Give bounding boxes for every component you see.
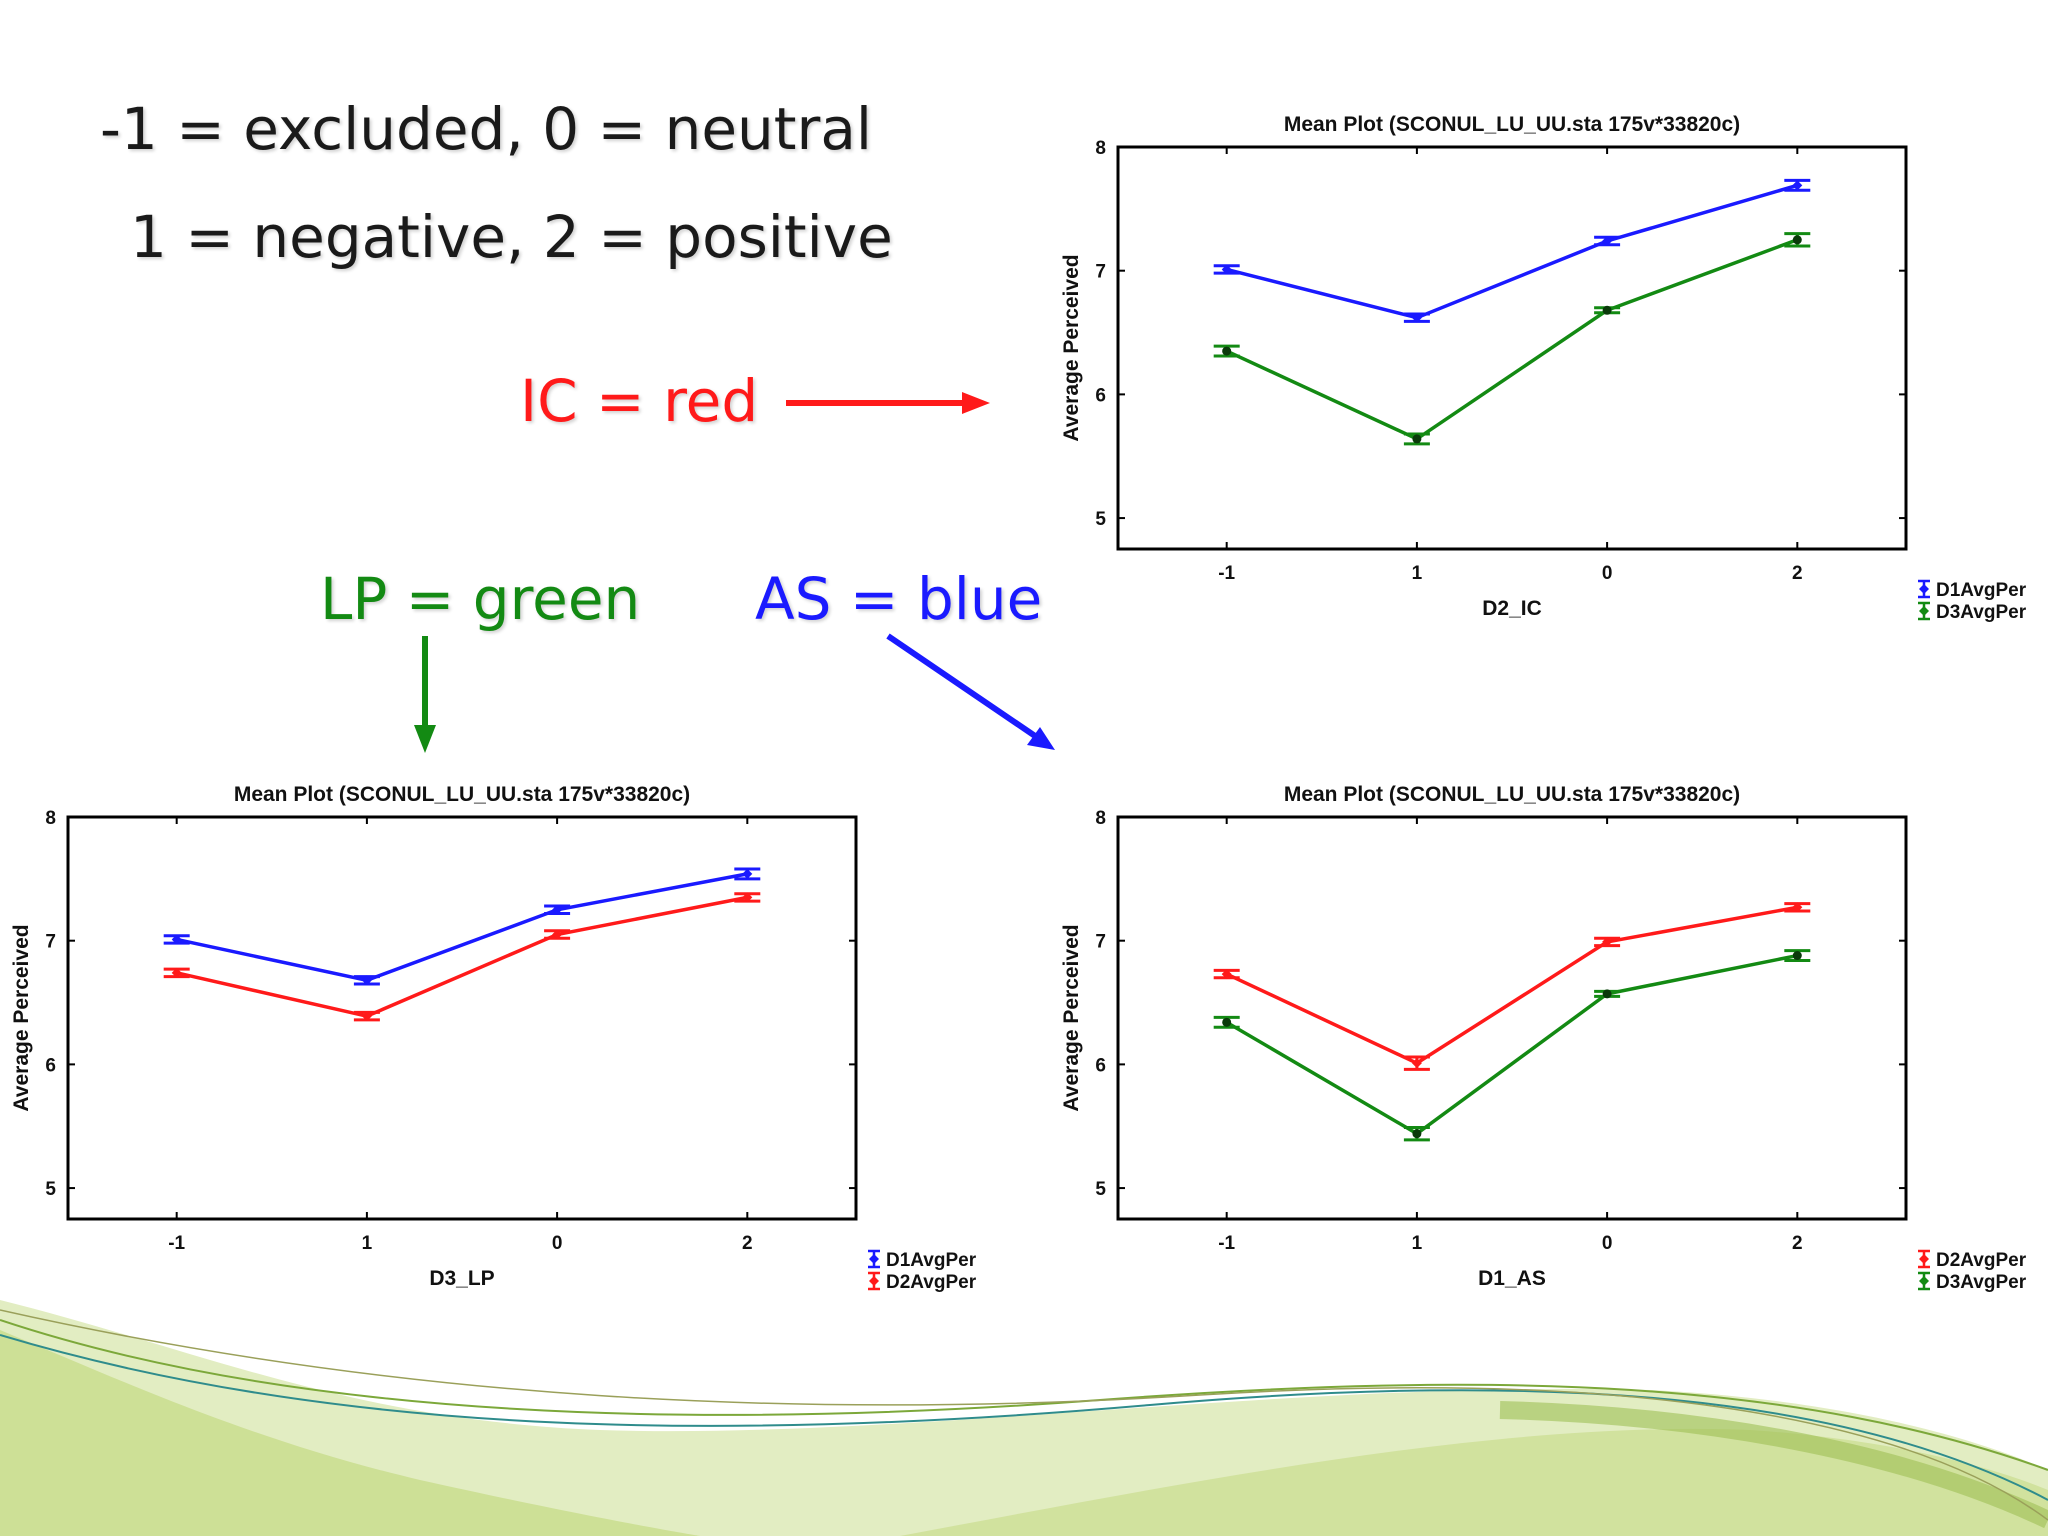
x-tick-label: 2 (1792, 1233, 1803, 1254)
x-tick-label: -1 (1218, 1233, 1235, 1254)
legend-marker-point (1919, 584, 1929, 594)
data-point (1792, 902, 1803, 913)
series-line (176, 895, 748, 1018)
y-axis-label: Average Perceived (1060, 254, 1083, 441)
data-point (552, 929, 563, 940)
lp-arrow (414, 636, 436, 753)
y-tick-label: 7 (45, 932, 56, 953)
y-tick-label: 6 (45, 1055, 56, 1076)
y-axis-label: Average Perceived (10, 924, 33, 1111)
data-point (1412, 434, 1422, 444)
data-point (1221, 969, 1232, 980)
y-tick-label: 6 (1095, 1055, 1106, 1076)
y-tick-label: 7 (1095, 932, 1106, 953)
data-point (1411, 1058, 1422, 1069)
data-point (1221, 264, 1232, 275)
legend-label: D1AvgPer (886, 1250, 977, 1271)
data-point (1602, 305, 1612, 315)
lp-color-label: LP = green (320, 565, 641, 633)
data-point (1602, 989, 1612, 999)
legend-marker-point (1919, 1276, 1929, 1286)
data-point (552, 904, 563, 915)
data-point (1412, 1129, 1422, 1139)
x-tick-label: -1 (1218, 563, 1235, 584)
series-line (1225, 905, 1798, 1066)
y-tick-label: 6 (1095, 385, 1106, 406)
legend-marker-point (1919, 1254, 1929, 1264)
as-arrow (886, 633, 1055, 750)
legend-label: D1AvgPer (1936, 580, 2027, 601)
x-axis-label: D2_IC (1482, 597, 1542, 620)
y-axis-label: Average Perceived (1060, 924, 1083, 1111)
legend-label: D2AvgPer (886, 1272, 977, 1293)
data-point (742, 892, 753, 903)
chart-title: Mean Plot (SCONUL_LU_UU.sta 175v*33820c) (1284, 783, 1740, 806)
series-line (176, 872, 748, 983)
chart-lp: Mean Plot (SCONUL_LU_UU.sta 175v*33820c)… (10, 783, 977, 1293)
coding-legend-line-1: -1 = excluded, 0 = neutral (100, 95, 873, 163)
y-tick-label: 8 (45, 808, 56, 829)
data-point (171, 967, 182, 978)
legend-marker-point (869, 1254, 879, 1264)
x-tick-label: 1 (1412, 1233, 1423, 1254)
series-line (1225, 238, 1798, 441)
data-point (742, 868, 753, 879)
chart-as: Mean Plot (SCONUL_LU_UU.sta 175v*33820c)… (1060, 783, 2027, 1293)
y-tick-label: 5 (45, 1179, 56, 1200)
chart-ic: Mean Plot (SCONUL_LU_UU.sta 175v*33820c)… (1060, 113, 2027, 623)
x-tick-label: 0 (1602, 563, 1613, 584)
chart-title: Mean Plot (SCONUL_LU_UU.sta 175v*33820c) (1284, 113, 1740, 136)
x-tick-label: 1 (362, 1233, 373, 1254)
y-tick-label: 7 (1095, 262, 1106, 283)
ic-color-label: IC = red (520, 367, 759, 435)
data-point (1602, 236, 1613, 247)
x-tick-label: 0 (1602, 1233, 1613, 1254)
x-tick-label: 0 (552, 1233, 563, 1254)
x-axis-label: D1_AS (1478, 1267, 1546, 1290)
as-color-label: AS = blue (755, 565, 1043, 633)
plot-frame (66, 815, 858, 1221)
data-point (1222, 346, 1232, 356)
series-line (1226, 183, 1798, 320)
data-point (1411, 312, 1422, 323)
data-point (1792, 235, 1802, 245)
legend-label: D3AvgPer (1936, 602, 2027, 623)
x-tick-label: 1 (1412, 563, 1423, 584)
data-point (1222, 1017, 1232, 1027)
data-point (1792, 180, 1803, 191)
plot-frame (1116, 145, 1908, 551)
data-point (361, 975, 372, 986)
x-tick-label: -1 (168, 1233, 185, 1254)
y-tick-label: 8 (1095, 138, 1106, 159)
legend-marker-point (1919, 606, 1929, 616)
data-point (1792, 951, 1802, 961)
series-line (1225, 953, 1798, 1136)
data-point (171, 934, 182, 945)
ic-arrow (786, 392, 990, 414)
plot-frame (1116, 815, 1908, 1221)
legend-label: D3AvgPer (1936, 1272, 2027, 1293)
y-tick-label: 8 (1095, 808, 1106, 829)
y-tick-label: 5 (1095, 509, 1106, 530)
x-tick-label: 2 (1792, 563, 1803, 584)
coding-legend-line-2: 1 = negative, 2 = positive (130, 203, 893, 271)
data-point (1602, 936, 1613, 947)
x-axis-label: D3_LP (429, 1267, 494, 1290)
y-tick-label: 5 (1095, 1179, 1106, 1200)
legend-label: D2AvgPer (1936, 1250, 2027, 1271)
x-tick-label: 2 (742, 1233, 753, 1254)
chart-title: Mean Plot (SCONUL_LU_UU.sta 175v*33820c) (234, 783, 690, 806)
legend-marker-point (869, 1276, 879, 1286)
data-point (361, 1011, 372, 1022)
